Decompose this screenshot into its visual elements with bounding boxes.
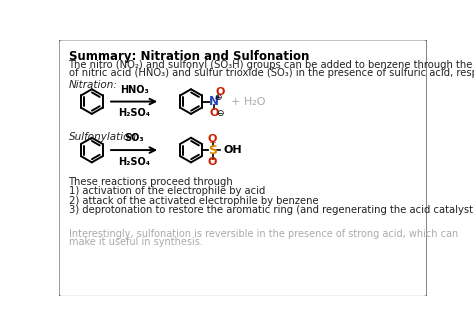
Text: H₂SO₄: H₂SO₄ [118,157,150,167]
Text: Interestingly, sulfonation is reversible in the presence of strong acid, which c: Interestingly, sulfonation is reversible… [69,229,458,239]
Text: H₂SO₄: H₂SO₄ [118,109,150,119]
Text: N: N [209,95,219,108]
Text: HNO₃: HNO₃ [120,85,149,95]
FancyBboxPatch shape [58,39,428,297]
Text: 2) attack of the activated electrophile by benzene: 2) attack of the activated electrophile … [69,195,318,205]
Text: Nitration:: Nitration: [69,80,118,90]
Text: Summary: Nitration and Sulfonation: Summary: Nitration and Sulfonation [69,50,309,63]
Text: 3) deprotonation to restore the aromatic ring (and regenerating the acid catalys: 3) deprotonation to restore the aromatic… [69,205,474,215]
Text: The nitro (NO₂) and sulfonyl (SO₃H) groups can be added to benzene through the u: The nitro (NO₂) and sulfonyl (SO₃H) grou… [69,60,474,70]
Text: These reactions proceed through: These reactions proceed through [69,177,233,187]
Text: of nitric acid (HNO₃) and sulfur trioxide (SO₃) in the presence of sulfuric acid: of nitric acid (HNO₃) and sulfur trioxid… [69,69,474,79]
Text: O: O [208,134,217,144]
Text: SO₃: SO₃ [125,133,144,143]
Text: S: S [208,144,217,157]
Text: O: O [210,108,219,118]
Text: Sulfonylation:: Sulfonylation: [69,132,140,142]
Text: O: O [216,87,225,97]
Text: O: O [208,157,217,166]
Text: 1) activation of the electrophile by acid: 1) activation of the electrophile by aci… [69,186,265,196]
Text: ⊖: ⊖ [216,109,223,118]
Text: make it useful in synthesis.: make it useful in synthesis. [69,237,202,247]
Text: ⊕: ⊕ [214,93,222,102]
Text: OH: OH [223,145,242,155]
Text: + H₂O: + H₂O [231,97,266,107]
